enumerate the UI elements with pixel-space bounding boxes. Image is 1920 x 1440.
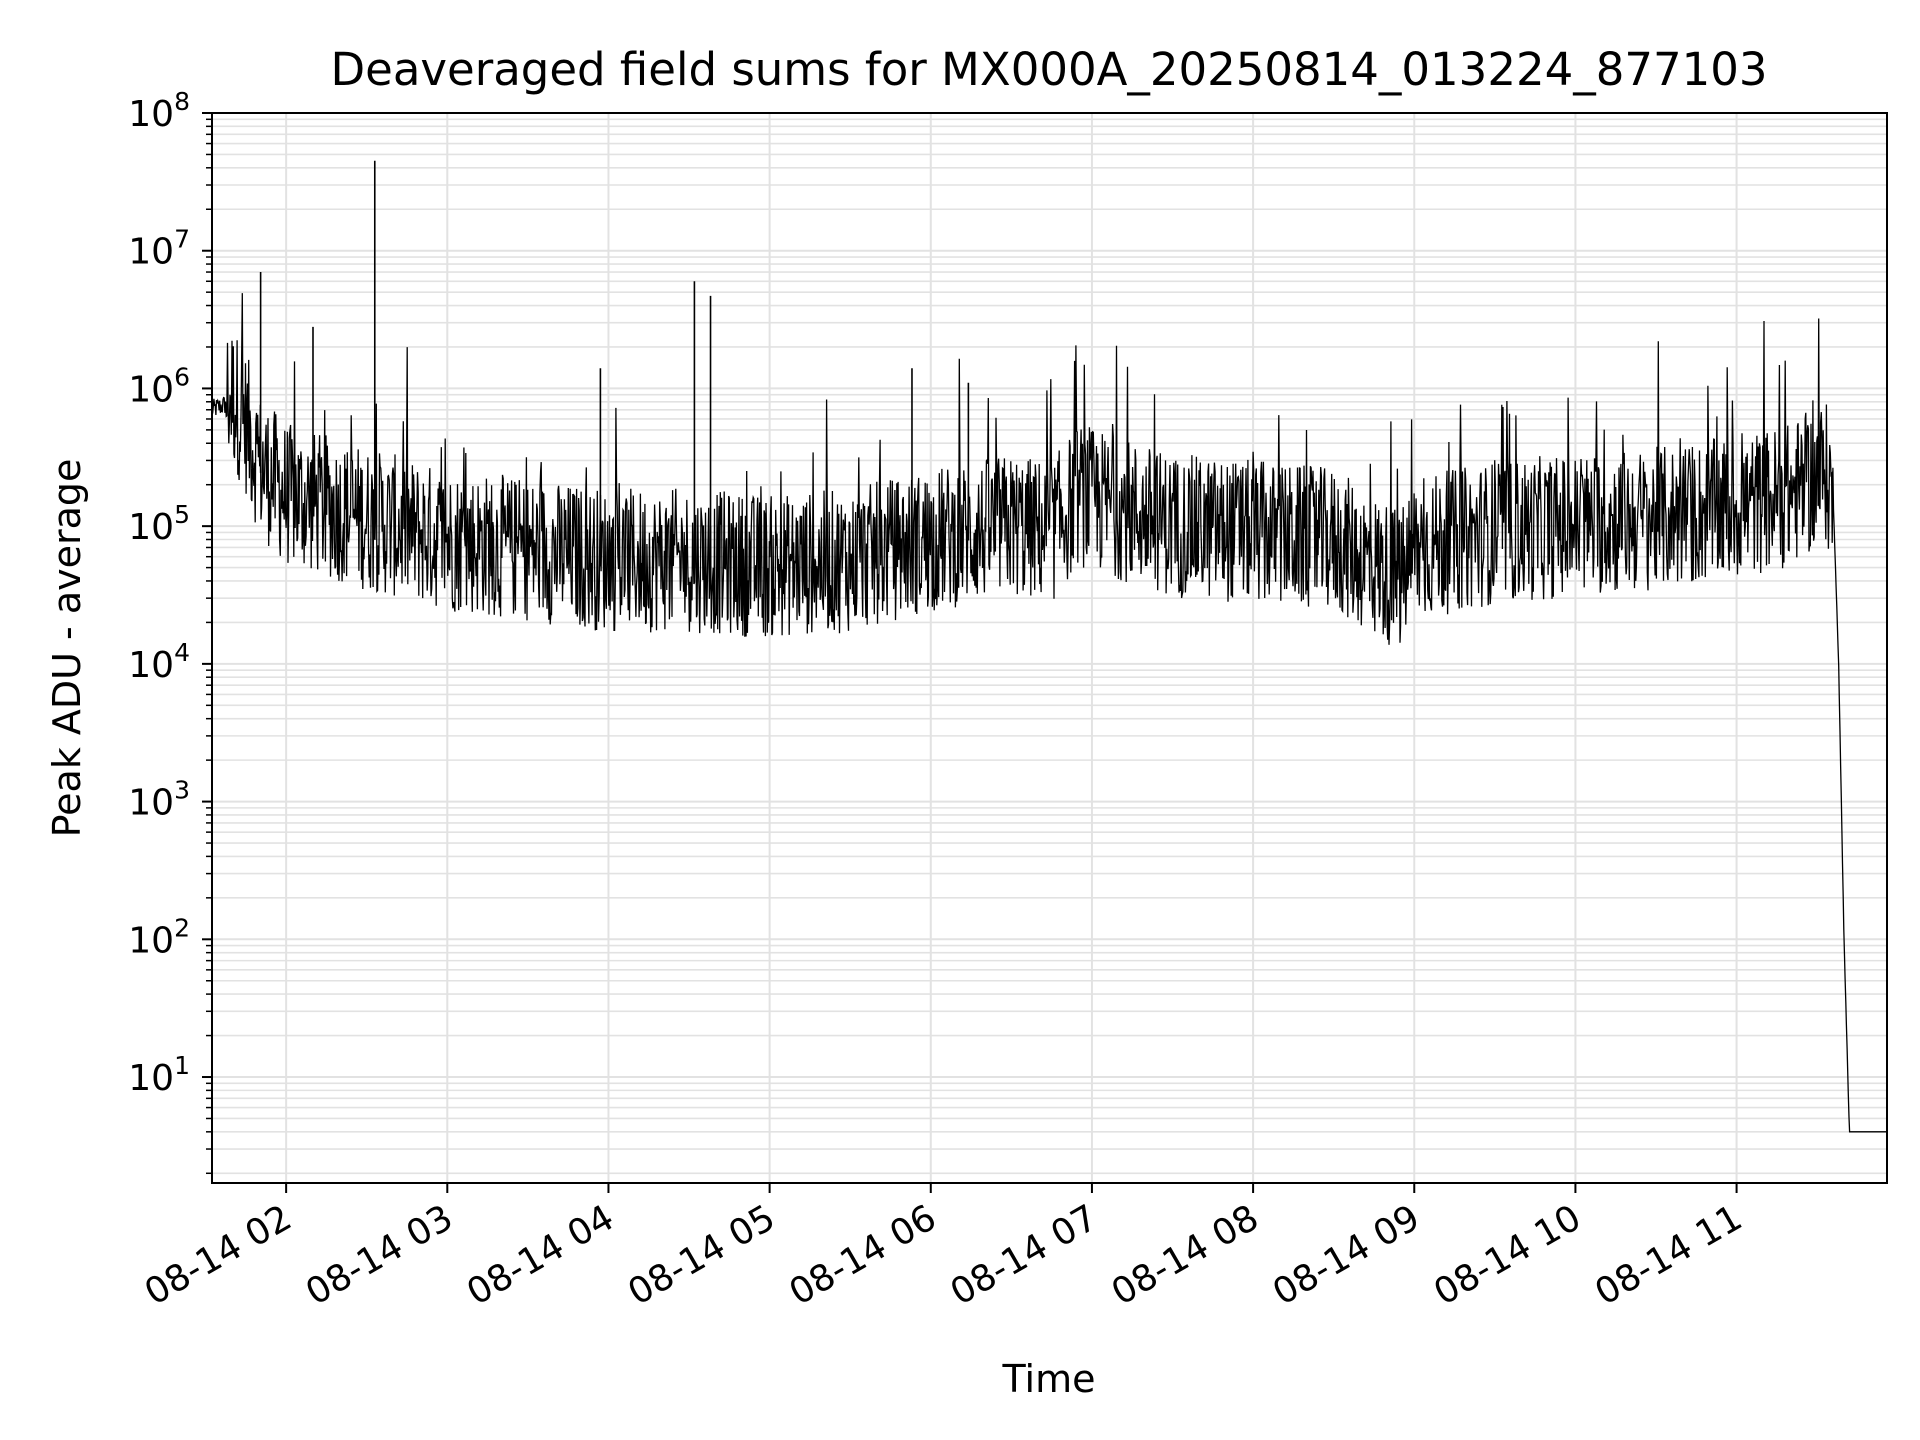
y-tick-label: 102	[128, 913, 190, 961]
y-tick-label: 108	[128, 87, 190, 135]
y-tick-label: 104	[128, 638, 190, 686]
y-axis-label: Peak ADU - average	[45, 459, 89, 838]
chart-title: Deaveraged field sums for MX000A_2025081…	[331, 43, 1768, 96]
y-tick-label: 105	[128, 500, 190, 548]
y-tick-label: 107	[128, 225, 190, 273]
y-tick-label: 101	[128, 1051, 190, 1099]
plot-frame	[211, 112, 1888, 1184]
y-ticks: 101 102 103 104 105 106 107 108	[128, 87, 212, 1175]
y-tick-label: 103	[128, 776, 190, 824]
x-axis-label: Time	[1002, 1357, 1096, 1401]
series-line	[211, 293, 1887, 1133]
y-tick-label: 106	[128, 362, 190, 410]
data-series	[211, 160, 1887, 1133]
